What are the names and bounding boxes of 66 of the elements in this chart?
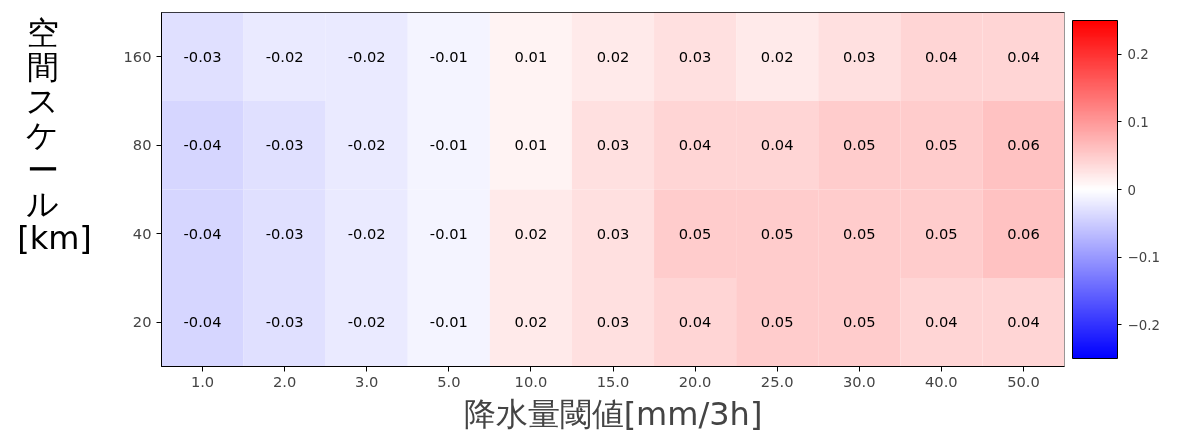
data-label: 0.06 — [1007, 136, 1040, 154]
data-label: 0.03 — [678, 47, 712, 65]
data-label: 0.04 — [1007, 313, 1040, 331]
data-label: 0.06 — [1007, 224, 1040, 242]
data-label: -0.03 — [265, 136, 304, 154]
data-label: 0.05 — [842, 313, 876, 331]
data-label: -0.01 — [429, 136, 468, 154]
data-label: 0.05 — [842, 224, 876, 242]
data-label: 0.05 — [760, 224, 794, 242]
data-label: 0.02 — [514, 313, 548, 331]
color-bar-label: 0.1 — [1127, 114, 1149, 130]
data-label: 0.05 — [760, 313, 794, 331]
data-label: -0.02 — [265, 47, 304, 65]
data-label: 0.01 — [514, 136, 548, 154]
data-label: 0.03 — [596, 313, 630, 331]
x-tick-label: 3.0 — [355, 372, 379, 390]
color-bar-label: −0.1 — [1127, 250, 1160, 266]
y-axis-title: 空間スケール[km] — [17, 13, 92, 257]
data-label: 0.05 — [842, 136, 876, 154]
data-label: 0.02 — [760, 47, 794, 65]
color-bar-label: 0 — [1127, 182, 1136, 198]
data-label: -0.03 — [265, 224, 304, 242]
data-label: -0.02 — [347, 313, 386, 331]
data-label: 0.03 — [596, 224, 630, 242]
data-label: -0.04 — [183, 136, 222, 154]
x-tick-label: 5.0 — [437, 372, 461, 390]
x-tick-label: 20.0 — [678, 372, 712, 390]
color-bar-label: 0.2 — [1127, 47, 1149, 63]
y-tick-label: 20 — [132, 313, 152, 331]
x-tick-label: 2.0 — [272, 372, 297, 390]
data-label: -0.02 — [347, 224, 386, 242]
y-tick-label: 160 — [123, 47, 152, 65]
data-label: 0.04 — [1007, 47, 1040, 65]
data-label: 0.03 — [842, 47, 876, 65]
data-label: 0.03 — [596, 136, 630, 154]
data-label: 0.02 — [596, 47, 630, 65]
data-label: -0.01 — [429, 47, 468, 65]
x-tick-label: 1.0 — [190, 372, 215, 390]
x-tick-label: 10.0 — [514, 372, 548, 390]
x-axis-title: 降水量閾値[mm/3h] — [463, 394, 763, 433]
data-label: -0.01 — [429, 313, 468, 331]
data-label: -0.03 — [265, 313, 304, 331]
data-label: 0.04 — [678, 136, 712, 154]
y-tick-label: 80 — [132, 136, 152, 154]
x-tick-label: 50.0 — [1007, 372, 1040, 390]
data-label: -0.02 — [347, 136, 386, 154]
y-tick-label: 40 — [132, 224, 152, 242]
data-label: -0.04 — [183, 313, 222, 331]
color-bar-label: −0.2 — [1127, 317, 1160, 333]
data-label: 0.05 — [925, 136, 958, 154]
data-label: -0.03 — [183, 47, 222, 65]
data-label: 0.05 — [925, 224, 958, 242]
data-label: 0.01 — [514, 47, 548, 65]
data-label: 0.04 — [925, 47, 958, 65]
data-label: -0.04 — [183, 224, 222, 242]
x-tick-label: 30.0 — [842, 372, 876, 390]
data-label: -0.02 — [347, 47, 386, 65]
data-label: 0.04 — [760, 136, 794, 154]
data-label: -0.01 — [429, 224, 468, 242]
data-label: 0.02 — [514, 224, 548, 242]
data-label: 0.05 — [678, 224, 712, 242]
data-label: 0.04 — [678, 313, 712, 331]
x-tick-label: 25.0 — [760, 372, 794, 390]
x-tick-label: 40.0 — [925, 372, 958, 390]
x-tick-label: 15.0 — [596, 372, 630, 390]
data-label: 0.04 — [925, 313, 958, 331]
